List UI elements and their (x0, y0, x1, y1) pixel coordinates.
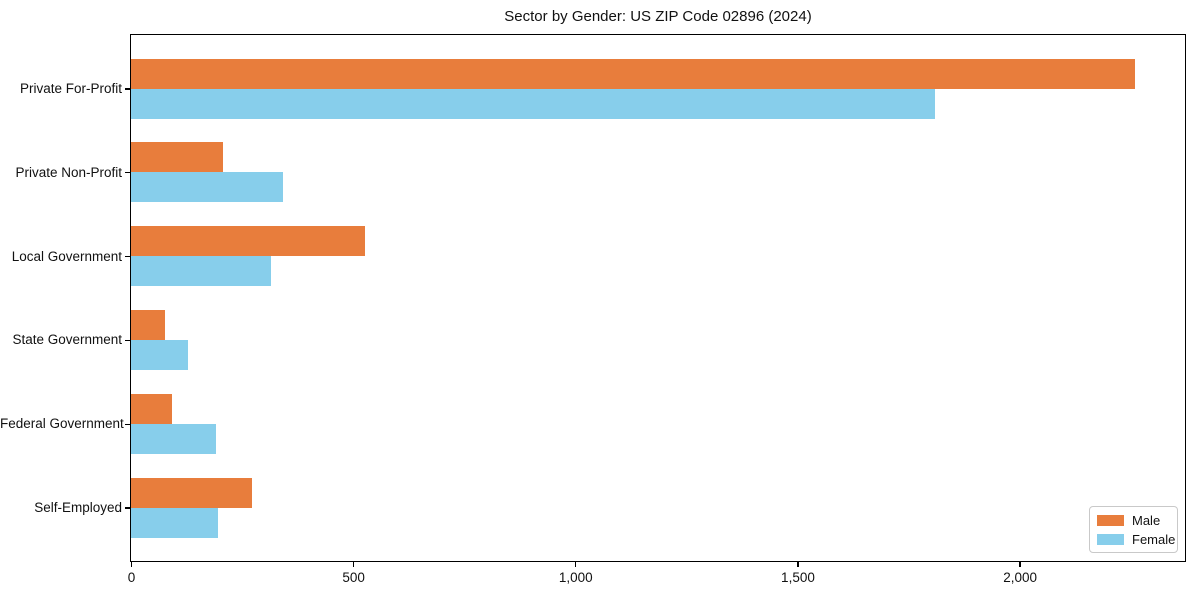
y-axis-label-private-non-profit: Private Non-Profit (15, 164, 122, 180)
y-tick-mark (125, 172, 130, 174)
y-tick-mark (125, 255, 130, 258)
bar-male-private-for-profit (131, 58, 1136, 89)
y-tick-mark (125, 88, 130, 90)
y-tick-mark (125, 423, 130, 425)
bar-female-federal-government (131, 423, 216, 454)
y-axis-label-private-for-profit: Private For-Profit (19, 81, 122, 96)
x-tick-mark (797, 562, 799, 567)
bar-female-self-employed (131, 507, 218, 538)
x-tick-mark (352, 562, 355, 567)
x-tick-mark (575, 562, 577, 567)
bar-female-state-government (131, 339, 188, 370)
y-tick-mark (125, 507, 130, 509)
y-axis-label-local-government: Local Government (11, 248, 122, 264)
legend-swatch-male (1097, 515, 1124, 526)
y-axis-label-federal-government: Federal Government (0, 416, 124, 432)
legend-label-female: Female (1132, 532, 1176, 547)
bar-male-state-government (131, 309, 165, 340)
bar-male-federal-government (131, 393, 172, 424)
bar-male-self-employed (131, 477, 252, 508)
y-axis-label-state-government: State Government (12, 332, 122, 348)
x-tick-mark (1019, 562, 1021, 567)
bar-male-local-government (131, 226, 366, 257)
legend-swatch-female (1097, 534, 1124, 545)
x-tick-mark (130, 562, 133, 567)
plot-area (130, 34, 1186, 562)
chart-title: Sector by Gender: US ZIP Code 02896 (202… (504, 8, 812, 25)
legend-label-male: Male (1132, 513, 1161, 528)
x-tick-label-0: 0 (127, 570, 136, 585)
x-tick-label-1000: 1,000 (558, 570, 593, 585)
bar-female-local-government (131, 256, 272, 287)
x-tick-label-500: 500 (342, 570, 365, 585)
y-tick-mark (125, 339, 130, 342)
x-tick-label-2000: 2,000 (1003, 570, 1037, 585)
bar-female-private-non-profit (131, 172, 283, 203)
bar-male-private-non-profit (131, 142, 223, 173)
bar-female-private-for-profit (131, 88, 936, 119)
legend-entry-female: Female (1097, 532, 1175, 547)
legend-entry-male: Male (1097, 513, 1169, 528)
legend: Male Female (1089, 506, 1178, 553)
y-axis-label-self-employed: Self-Employed (34, 500, 122, 515)
x-tick-label-1500: 1,500 (781, 570, 815, 585)
